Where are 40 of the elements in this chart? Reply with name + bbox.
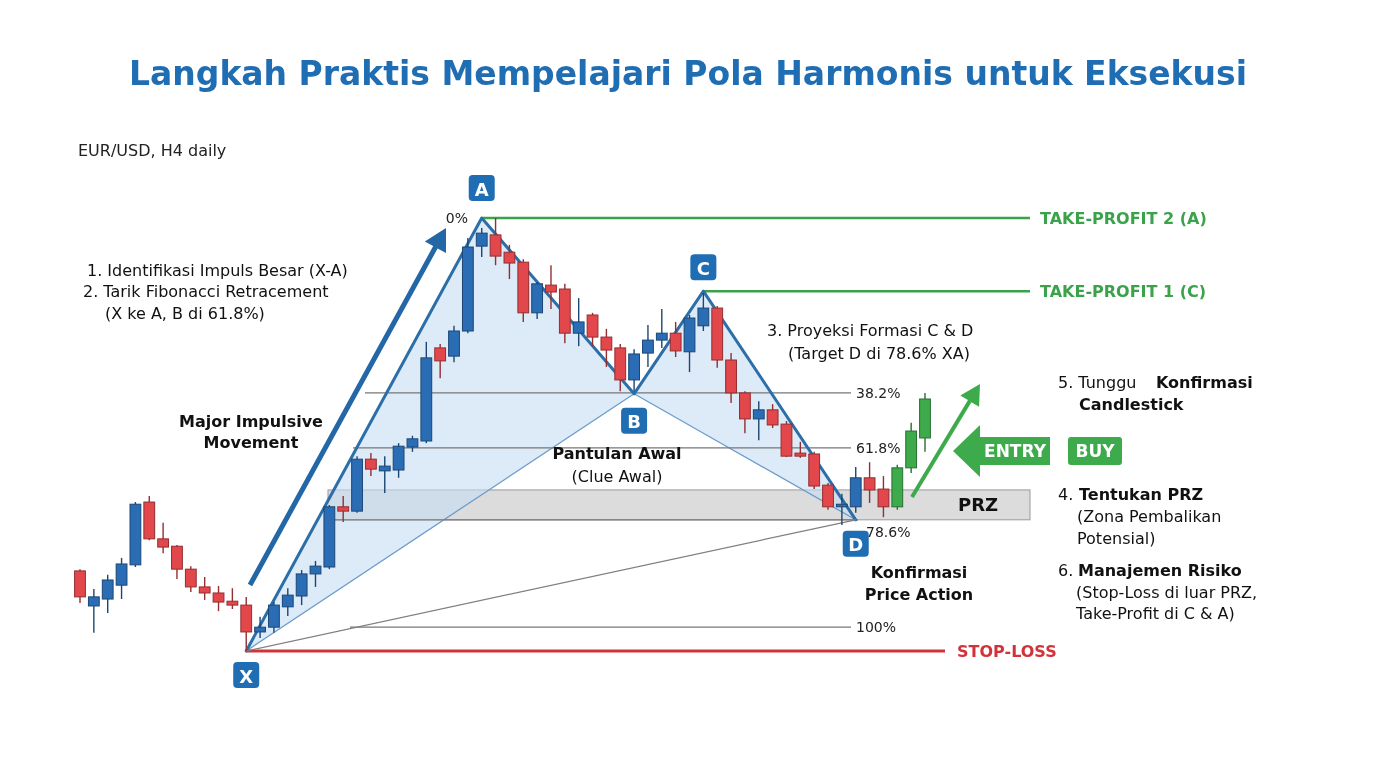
chart-title: Langkah Praktis Mempelajari Pola Harmonis untuk Eksekusi	[128, 53, 1248, 93]
text: (Zona Pembalikan	[1077, 506, 1222, 526]
annotation: 3. Proyeksi Formasi C & D	[767, 320, 974, 340]
annotation: D	[848, 534, 864, 556]
text: Tentukan PRZ	[1079, 484, 1204, 504]
band-label: PRZ	[957, 494, 999, 516]
annotation: A	[474, 178, 489, 200]
text: ENTRY	[984, 441, 1047, 461]
annotation: Konfirmasi	[870, 562, 968, 582]
text: Konfirmasi	[1156, 372, 1253, 392]
annotation: C	[696, 257, 710, 279]
annotation: Price Action	[864, 584, 974, 604]
text: Potensial)	[1077, 528, 1156, 548]
annotation: (Clue Awal)	[571, 466, 663, 486]
annotation: Major Impulsive	[179, 411, 324, 431]
annotation: 78.6%	[866, 523, 911, 540]
text: (Stop-Loss di luar PRZ,	[1076, 582, 1258, 602]
text: 4.	[1058, 484, 1074, 504]
text: Candlestick	[1079, 394, 1184, 414]
annotation: (Target D di 78.6% XA)	[788, 343, 970, 363]
text: 6.	[1058, 560, 1074, 580]
text: Manajemen Risiko	[1078, 560, 1242, 580]
annotation: 100%	[856, 619, 897, 636]
ref-line-label: TAKE-PROFIT 2 (A)	[1040, 208, 1207, 228]
annotation: 38.2%	[856, 384, 901, 401]
text: 5. Tunggu	[1058, 372, 1137, 392]
ref-line-label: TAKE-PROFIT 1 (C)	[1040, 281, 1207, 301]
annotation: 1. Identifikasi Impuls Besar (X-A)	[87, 260, 348, 280]
annotation: (X ke A, B di 61.8%)	[105, 303, 265, 323]
chart-subtitle: EUR/USD, H4 daily	[78, 140, 227, 160]
annotation: B	[627, 411, 641, 433]
ref-line-label: STOP-LOSS	[957, 641, 1057, 661]
annotation: Movement	[203, 432, 299, 452]
text: BUY	[1075, 441, 1116, 461]
text: Take-Profit di C & A)	[1075, 603, 1235, 623]
annotation: 0%	[445, 210, 468, 226]
annotation: 2. Tarik Fibonacci Retracement	[83, 281, 329, 301]
annotation: X	[239, 665, 254, 687]
annotation: 61.8%	[856, 439, 901, 456]
annotation: Pantulan Awal	[552, 443, 682, 463]
